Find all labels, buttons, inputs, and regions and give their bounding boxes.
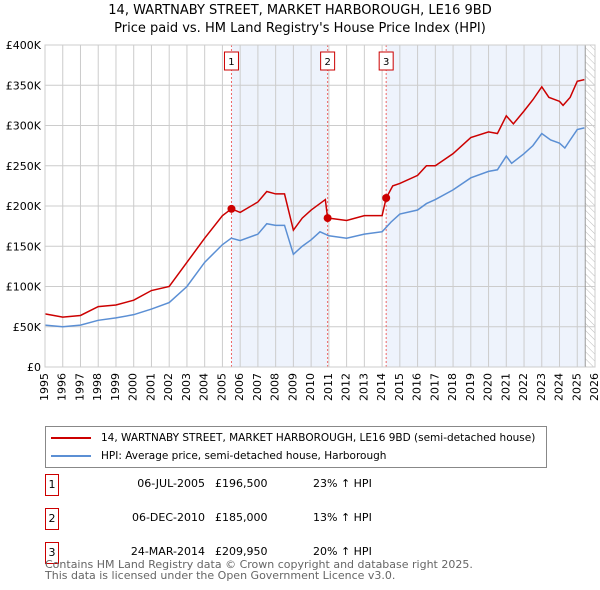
chart-title: 14, WARTNABY STREET, MARKET HARBOROUGH, … xyxy=(0,2,600,38)
sale-hpi: 23% ↑ HPI xyxy=(313,477,372,490)
x-tick-label: 1999 xyxy=(109,373,122,401)
x-tick-label: 2001 xyxy=(144,373,157,401)
x-tick-label: 2022 xyxy=(517,373,530,401)
x-tick-label: 2006 xyxy=(233,373,246,401)
x-tick-label: 2005 xyxy=(215,373,228,401)
sale-price: £209,950 xyxy=(215,545,268,558)
sale-marker: 1 xyxy=(45,474,59,496)
sale-point xyxy=(227,204,236,213)
x-tick-label: 2010 xyxy=(304,373,317,401)
sale-label-box xyxy=(320,51,336,71)
x-tick-label: 1997 xyxy=(73,373,86,401)
x-tick-label: 2017 xyxy=(428,373,441,401)
x-tick-label: 2009 xyxy=(286,373,299,401)
x-tick-label: 2021 xyxy=(499,373,512,401)
sale-price: £196,500 xyxy=(215,477,268,490)
sale-point xyxy=(323,214,332,223)
y-tick-label: £200K xyxy=(6,200,42,213)
x-tick-label: 2002 xyxy=(162,373,175,401)
legend-red-swatch xyxy=(51,437,91,439)
x-tick-label: 2014 xyxy=(375,373,388,401)
footer-line: Contains HM Land Registry data © Crown c… xyxy=(45,558,473,571)
sale-price: £185,000 xyxy=(215,511,268,524)
series-line xyxy=(44,78,585,318)
footer-line: This data is licensed under the Open Gov… xyxy=(45,569,396,582)
sale-marker: 3 xyxy=(45,542,59,564)
sale-date: 06-DEC-2010 xyxy=(131,511,205,524)
legend-blue-label: HPI: Average price, semi-detached house,… xyxy=(101,450,387,462)
y-tick-label: £250K xyxy=(6,160,42,173)
sale-hpi: 13% ↑ HPI xyxy=(313,511,372,524)
x-tick-label: 2007 xyxy=(251,373,264,401)
x-tick-label: 2018 xyxy=(446,373,459,401)
x-tick-label: 2004 xyxy=(198,373,211,401)
legend-red-label: 14, WARTNABY STREET, MARKET HARBOROUGH, … xyxy=(101,432,536,444)
x-tick-label: 2025 xyxy=(570,373,583,401)
x-tick-label: 2020 xyxy=(482,373,495,401)
x-tick-label: 2023 xyxy=(535,373,548,401)
x-tick-label: 1996 xyxy=(56,373,69,401)
footer: Contains HM Land Registry data © Crown c… xyxy=(45,559,473,581)
sale-row: 3 24-MAR-2014 £209,950 20% ↑ HPI xyxy=(45,542,545,564)
x-tick-label: 2011 xyxy=(322,373,335,401)
sale-label-box xyxy=(223,51,239,71)
sale-date: 06-JUL-2005 xyxy=(137,477,205,490)
legend: 14, WARTNABY STREET, MARKET HARBOROUGH, … xyxy=(45,426,547,468)
sale-label-box xyxy=(378,51,394,71)
x-tick-label: 2026 xyxy=(588,373,600,401)
legend-blue-swatch xyxy=(51,455,91,457)
plot-frame xyxy=(44,44,596,368)
title-line: 14, WARTNABY STREET, MARKET HARBOROUGH, … xyxy=(108,3,492,18)
price-chart: 1995 1996 1997 1998 1999 2000 2001 2002 2003 2004… xyxy=(6,39,600,401)
y-tick-label: £150K xyxy=(6,240,42,253)
y-tick-label: £300K xyxy=(6,120,42,133)
sale-row: 2 06-DEC-2010 £185,000 13% ↑ HPI xyxy=(45,508,545,530)
x-tick-label: 2013 xyxy=(357,373,370,401)
sale-label: 2 xyxy=(324,57,330,68)
x-tick-label: 2016 xyxy=(411,373,424,401)
x-tick-label: 2012 xyxy=(340,373,353,401)
sale-label: 3 xyxy=(383,57,389,68)
sale-point xyxy=(382,193,391,202)
y-tick-label: £0 xyxy=(27,361,41,374)
sale-row: 1 06-JUL-2005 £196,500 23% ↑ HPI xyxy=(45,474,545,496)
y-tick-label: £350K xyxy=(6,79,42,92)
x-tick-label: 2015 xyxy=(393,373,406,401)
y-tick-label: £50K xyxy=(13,321,42,334)
y-tick-label: £400K xyxy=(6,39,42,52)
x-tick-label: 2008 xyxy=(269,373,282,401)
sale-hpi: 20% ↑ HPI xyxy=(313,545,372,558)
series-line xyxy=(44,127,585,328)
y-tick-label: £100K xyxy=(6,281,42,294)
subtitle-line: Price paid vs. HM Land Registry's House … xyxy=(114,21,486,36)
x-tick-label: 2003 xyxy=(180,373,193,401)
x-tick-label: 2019 xyxy=(464,373,477,401)
sale-marker: 2 xyxy=(45,508,59,530)
sale-date: 24-MAR-2014 xyxy=(130,545,205,558)
sale-label: 1 xyxy=(228,57,234,68)
x-tick-label: 1995 xyxy=(38,373,51,401)
x-tick-label: 1998 xyxy=(91,373,104,401)
x-tick-label: 2024 xyxy=(553,373,566,401)
x-tick-label: 2000 xyxy=(127,373,140,401)
